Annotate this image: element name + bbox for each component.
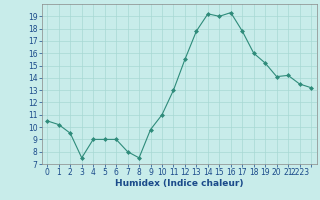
X-axis label: Humidex (Indice chaleur): Humidex (Indice chaleur) (115, 179, 244, 188)
